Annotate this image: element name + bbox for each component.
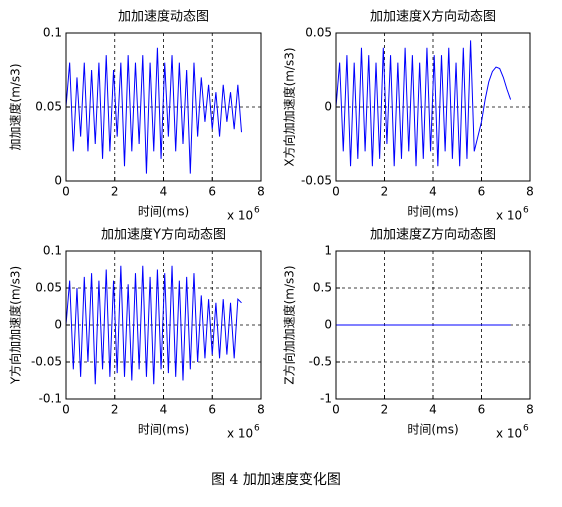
y-tick-label: 0.1 bbox=[43, 26, 62, 40]
x-tick-label: 6 bbox=[478, 403, 486, 417]
y-tick-label: 0.05 bbox=[35, 100, 62, 114]
y-tick-label: 0.05 bbox=[35, 281, 62, 295]
x-tick-label: 0 bbox=[62, 403, 70, 417]
x-exponent: 6 bbox=[254, 206, 260, 216]
chart-title: 加加速度动态图 bbox=[118, 9, 209, 25]
x-axis-label: 时间(ms) bbox=[407, 423, 458, 437]
y-tick-label: -0.1 bbox=[39, 392, 62, 406]
y-axis-label: Y方向加加速度(m/s3) bbox=[8, 266, 23, 385]
x-tick-label: 0 bbox=[332, 185, 340, 199]
y-tick-label: 0.1 bbox=[43, 244, 62, 258]
x-multiplier: x 10 bbox=[496, 209, 522, 223]
y-tick-label: 0.05 bbox=[305, 26, 332, 40]
x-tick-label: 2 bbox=[111, 403, 119, 417]
x-tick-label: 4 bbox=[160, 185, 168, 199]
plot-frame bbox=[65, 250, 262, 400]
y-axis-label: X方向加加速度(m/s3) bbox=[282, 47, 297, 166]
x-exponent: 6 bbox=[523, 206, 529, 216]
plot-frame bbox=[65, 32, 262, 182]
data-line bbox=[65, 265, 242, 385]
x-tick-label: 6 bbox=[208, 185, 216, 199]
y-axis-label: Z方向加加速度(m/s3) bbox=[282, 265, 297, 384]
x-tick-label: 6 bbox=[478, 185, 486, 199]
y-tick-label: -1 bbox=[320, 392, 332, 406]
x-tick-label: 2 bbox=[381, 185, 389, 199]
x-tick-label: 2 bbox=[111, 185, 119, 199]
x-tick-label: 0 bbox=[62, 185, 70, 199]
chart-title: 加加速度Y方向动态图 bbox=[101, 227, 226, 243]
y-tick-label: 0 bbox=[54, 318, 62, 332]
x-multiplier: x 10 bbox=[496, 427, 522, 441]
y-tick-label: 0.5 bbox=[313, 281, 332, 295]
x-exponent: 6 bbox=[254, 424, 260, 434]
x-multiplier: x 10 bbox=[227, 427, 253, 441]
x-tick-label: 4 bbox=[429, 185, 437, 199]
x-tick-label: 8 bbox=[257, 185, 265, 199]
y-axis-label: 加加速度(m/s3) bbox=[8, 64, 23, 151]
x-tick-label: 4 bbox=[429, 403, 437, 417]
plot-frame bbox=[335, 250, 531, 400]
chart-title: 加加速度X方向动态图 bbox=[370, 9, 496, 25]
x-tick-label: 0 bbox=[332, 403, 340, 417]
data-line bbox=[335, 40, 512, 167]
x-axis-label: 时间(ms) bbox=[407, 205, 458, 219]
y-tick-label: -0.5 bbox=[309, 355, 332, 369]
y-tick-label: -0.05 bbox=[31, 355, 62, 369]
x-exponent: 6 bbox=[523, 424, 529, 434]
y-tick-label: 0 bbox=[54, 174, 62, 188]
y-tick-label: -0.05 bbox=[301, 174, 332, 188]
data-line bbox=[65, 47, 242, 174]
x-tick-label: 2 bbox=[381, 403, 389, 417]
x-axis-label: 时间(ms) bbox=[138, 423, 189, 437]
x-tick-label: 8 bbox=[257, 403, 265, 417]
x-tick-label: 6 bbox=[208, 403, 216, 417]
figure-caption: 图 4 加加速度变化图 bbox=[211, 472, 341, 488]
y-tick-label: 1 bbox=[324, 244, 332, 258]
y-tick-label: 0 bbox=[324, 318, 332, 332]
chart-title: 加加速度Z方向动态图 bbox=[370, 227, 496, 243]
y-tick-label: 0 bbox=[324, 100, 332, 114]
x-axis-label: 时间(ms) bbox=[138, 205, 189, 219]
x-tick-label: 8 bbox=[526, 185, 534, 199]
x-tick-label: 8 bbox=[526, 403, 534, 417]
x-tick-label: 4 bbox=[160, 403, 168, 417]
x-multiplier: x 10 bbox=[227, 209, 253, 223]
plot-frame bbox=[335, 32, 531, 182]
